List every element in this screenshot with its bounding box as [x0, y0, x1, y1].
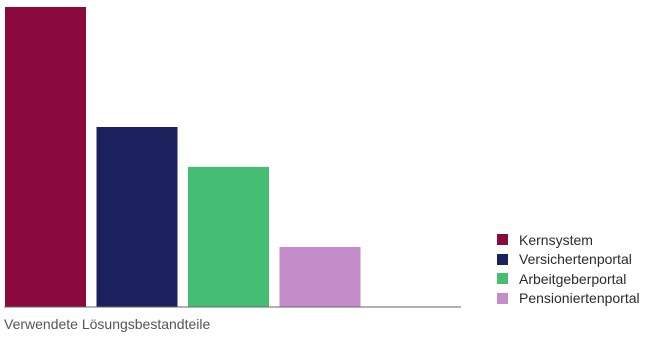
legend-label: Versichertenportal	[519, 251, 632, 268]
legend-label: Arbeitgeberportal	[519, 270, 627, 287]
bar-pensioniertenportal	[279, 247, 361, 307]
legend-item-kernsystem: Kernsystem	[497, 230, 640, 250]
legend-item-pensioniertenportal: Pensioniertenportal	[497, 289, 640, 309]
chart-legend: Kernsystem Versichertenportal Arbeitgeberp…	[497, 230, 640, 308]
legend-item-versichertenportal: Versichertenportal	[497, 250, 640, 270]
legend-item-arbeitgeberportal: Arbeitgeberportal	[497, 269, 640, 289]
legend-swatch	[497, 234, 508, 246]
legend-swatch	[497, 292, 508, 304]
bar-versichertenportal	[96, 127, 178, 307]
bar-group	[5, 7, 361, 307]
bar-arbeitgeberportal	[188, 166, 269, 307]
x-axis-label: Verwendete Lösungsbestandteile	[4, 316, 211, 332]
legend-swatch	[497, 273, 508, 285]
legend-label: Kernsystem	[519, 231, 593, 248]
legend-swatch	[497, 253, 508, 265]
bar-kernsystem	[5, 7, 86, 307]
legend-label: Pensioniertenportal	[519, 290, 640, 307]
